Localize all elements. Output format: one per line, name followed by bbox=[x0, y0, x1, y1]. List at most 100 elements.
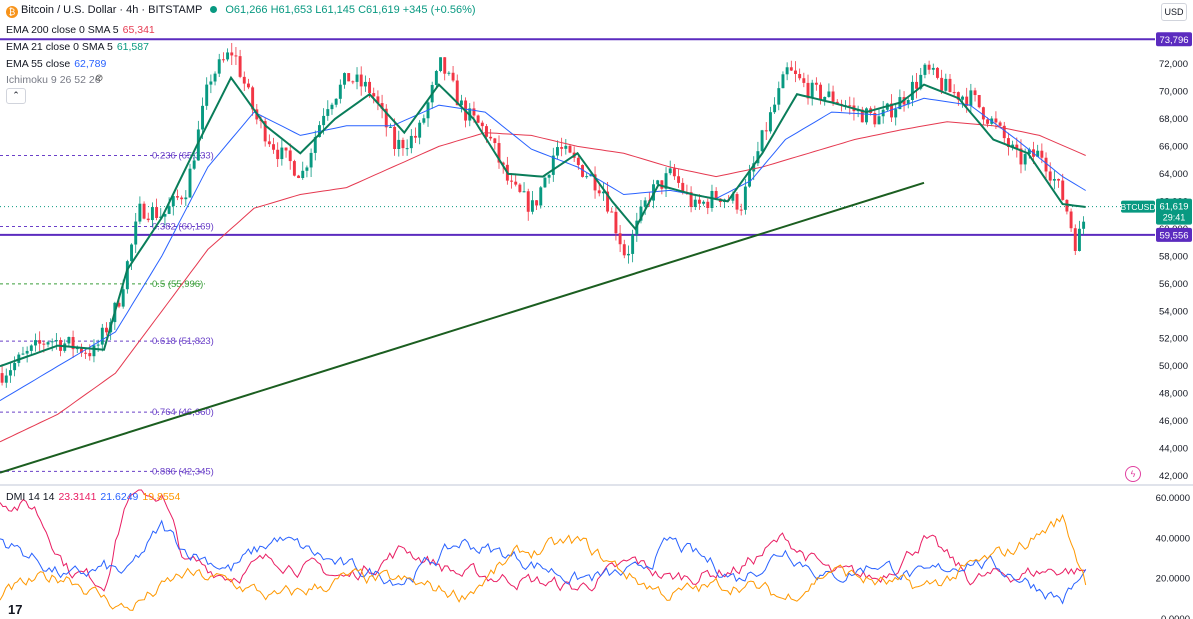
candle-body bbox=[961, 96, 964, 100]
market-status-icon bbox=[210, 6, 218, 13]
candle-body bbox=[919, 74, 923, 89]
dmi-plus-line bbox=[0, 519, 1087, 605]
price-axis-tick: 64,000 bbox=[1159, 169, 1188, 180]
last-price-tag bbox=[1156, 198, 1192, 225]
candle-body bbox=[439, 57, 443, 71]
candle-body bbox=[150, 207, 154, 221]
dmi-legend[interactable]: DMI 14 14 23.3141 21.6249 19.8554 bbox=[6, 491, 181, 503]
candle-body bbox=[163, 213, 167, 217]
fib-level-label: 0.618 (51,823) bbox=[152, 336, 214, 347]
candle-body bbox=[46, 342, 50, 345]
candle-body bbox=[610, 211, 614, 213]
candle-body bbox=[347, 73, 351, 82]
legend-ema200[interactable]: EMA 200 close 0 SMA 5 65,341 bbox=[6, 24, 155, 36]
candle-body bbox=[831, 91, 835, 102]
candle-body bbox=[480, 122, 484, 127]
candle-body bbox=[764, 130, 768, 132]
ohlc-change: +345 (+0.56%) bbox=[402, 4, 476, 16]
candle-body bbox=[384, 108, 388, 128]
candle-body bbox=[121, 289, 125, 307]
candle-body bbox=[196, 129, 200, 161]
candle-body bbox=[781, 74, 785, 89]
collapse-legend-chevron-icon[interactable]: ⌃ bbox=[6, 88, 26, 104]
dmi-axis-tick: 0.0000 bbox=[1161, 614, 1190, 619]
candle-body bbox=[338, 84, 342, 99]
candle-body bbox=[88, 353, 92, 357]
price-level-label: 59,556 bbox=[1159, 230, 1188, 241]
tradingview-logo-icon[interactable]: 17 bbox=[8, 602, 23, 617]
price-axis-tick: 48,000 bbox=[1159, 389, 1188, 400]
candle-body bbox=[251, 87, 255, 110]
candle-body bbox=[622, 244, 626, 256]
candle-body bbox=[785, 67, 789, 75]
candle-body bbox=[1073, 228, 1077, 251]
candle-body bbox=[560, 147, 564, 149]
candle-body bbox=[493, 138, 497, 144]
candle-body bbox=[618, 233, 622, 245]
price-axis-tick: 54,000 bbox=[1159, 306, 1188, 317]
candle-body bbox=[0, 373, 4, 383]
candle-body bbox=[948, 78, 952, 93]
candle-body bbox=[476, 115, 480, 123]
ohlc-open: O61,266 bbox=[225, 4, 268, 16]
candle-body bbox=[877, 116, 881, 125]
lightning-icon[interactable]: ϟ bbox=[1125, 466, 1141, 482]
candle-body bbox=[1019, 148, 1023, 165]
candle-body bbox=[986, 119, 990, 124]
candle-body bbox=[969, 90, 973, 106]
legend-ema21[interactable]: EMA 21 close 0 SMA 5 61,587 bbox=[6, 41, 149, 53]
price-level-tag bbox=[1156, 227, 1192, 242]
candle-body bbox=[292, 161, 296, 176]
candle-body bbox=[735, 194, 739, 210]
candle-body bbox=[209, 81, 213, 85]
candle-body bbox=[280, 147, 284, 160]
candle-body bbox=[8, 370, 12, 376]
candle-body bbox=[105, 327, 108, 333]
candle-body bbox=[656, 180, 660, 185]
ohlc-high: H61,653 bbox=[270, 4, 313, 16]
candle-body bbox=[155, 207, 159, 218]
currency-selector[interactable]: USD bbox=[1161, 3, 1187, 21]
candle-body bbox=[322, 115, 326, 126]
legend-ema55[interactable]: EMA 55 close 62,789 bbox=[6, 58, 107, 70]
candle-body bbox=[489, 136, 493, 139]
candle-body bbox=[422, 118, 426, 123]
candle-body bbox=[1052, 178, 1056, 181]
hide-eye-icon[interactable]: ⊘ bbox=[95, 73, 104, 84]
candle-body bbox=[267, 141, 271, 145]
candle-body bbox=[547, 174, 551, 178]
candle-body bbox=[806, 82, 810, 99]
candle-body bbox=[117, 302, 121, 307]
candle-body bbox=[238, 56, 242, 77]
price-axis-tick: 46,000 bbox=[1159, 416, 1188, 427]
candle-body bbox=[681, 182, 685, 193]
symbol-title[interactable]: Bitcoin / U.S. Dollar · 4h · BITSTAMP bbox=[21, 4, 203, 16]
candle-body bbox=[1002, 125, 1006, 139]
candle-body bbox=[67, 337, 71, 344]
ohlc-low: L61,145 bbox=[315, 4, 356, 16]
candle-body bbox=[288, 150, 292, 162]
candle-body bbox=[84, 352, 88, 354]
candle-body bbox=[405, 148, 409, 150]
candle-body bbox=[910, 81, 914, 101]
candle-body bbox=[242, 76, 246, 84]
candle-body bbox=[276, 149, 280, 160]
candle-body bbox=[388, 126, 392, 128]
dmi-axis-tick: 20.0000 bbox=[1156, 574, 1190, 585]
candle-body bbox=[664, 173, 668, 189]
price-axis-tick: 66,000 bbox=[1159, 141, 1188, 152]
candle-body bbox=[581, 165, 584, 177]
candle-body bbox=[380, 103, 384, 109]
candle-body bbox=[530, 200, 534, 212]
candle-body bbox=[34, 340, 37, 346]
trendline bbox=[0, 181, 925, 474]
candle-body bbox=[1069, 211, 1073, 229]
legend-ichimoku[interactable]: Ichimoku 9 26 52 26 bbox=[6, 74, 101, 86]
candle-body bbox=[940, 77, 944, 91]
candle-body bbox=[606, 191, 610, 212]
candle-body bbox=[814, 82, 818, 85]
candle-body bbox=[180, 197, 184, 200]
countdown-label: 29:41 bbox=[1163, 213, 1186, 223]
price-level-tag bbox=[1156, 32, 1192, 47]
